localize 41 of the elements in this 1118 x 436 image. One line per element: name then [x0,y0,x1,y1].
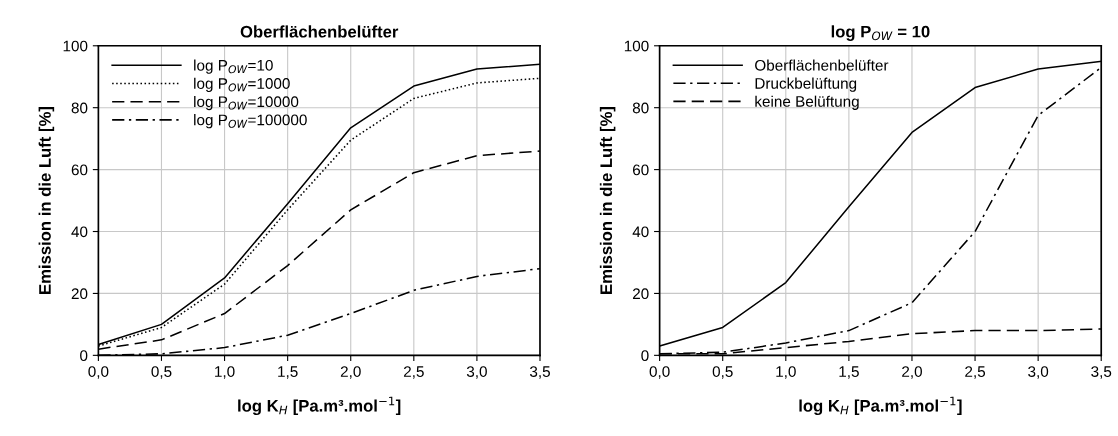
x-tick-label: 2,5 [965,366,986,379]
y-tick-label: 100 [624,40,649,52]
x-tick-label: 2,5 [403,366,424,379]
y-tick-label: 20 [632,288,649,300]
legend-label: log P$_{OW}$=100000 [194,114,307,129]
y-tick-label: 20 [71,288,88,300]
y-tick-label: 80 [71,102,88,114]
x-tick-label: 0,0 [649,366,670,379]
chart-title: log P$_{OW}$ = 10 [831,25,930,41]
legend-label: keine Belüftung [755,95,859,110]
x-tick-label: 2,0 [340,366,361,379]
y-tick-label: 40 [632,226,649,238]
x-tick-label: 3,5 [529,366,550,379]
y-tick-label: 60 [71,164,88,176]
x-tick-label: 1,0 [215,366,235,379]
y-tick-label: 0 [80,350,88,362]
x-axis-title: log K$_{H}$ [Pa.m³.mol$^{−1}$] [238,396,401,416]
y-tick-label: 0 [641,350,649,362]
legend-label: log P$_{OW}$=1000 [194,77,290,92]
legend-label: Oberflächenbelüfter [755,59,889,71]
x-tick-label: 1,5 [839,366,859,379]
y-tick-label: 80 [632,102,649,114]
x-tick-label: 3,0 [1028,366,1049,379]
x-axis-title: log K$_{H}$ [Pa.m³.mol$^{−1}$] [799,396,962,416]
x-tick-label: 2,0 [902,366,922,379]
legend-label: log P$_{OW}$=10000 [194,95,299,111]
y-tick-label: 60 [632,164,649,176]
y-axis-title: Emission in die Luft [%] [599,107,616,294]
x-tick-label: 3,5 [1091,366,1112,379]
x-tick-label: 0,5 [151,366,172,379]
legend-label: Druckbelüftung [755,77,857,92]
x-tick-label: 1,5 [278,366,298,379]
x-tick-label: 3,0 [466,366,487,379]
x-tick-label: 0,0 [88,366,109,379]
y-tick-label: 40 [71,226,88,238]
x-tick-label: 0,5 [712,366,733,379]
y-tick-label: 100 [63,40,88,52]
chart-title: Oberflächenbelüfter [240,25,399,38]
y-axis-title: Emission in die Luft [%] [38,107,55,294]
x-tick-label: 1,0 [776,366,796,379]
legend-label: log P$_{OW}$=10 [194,59,273,74]
